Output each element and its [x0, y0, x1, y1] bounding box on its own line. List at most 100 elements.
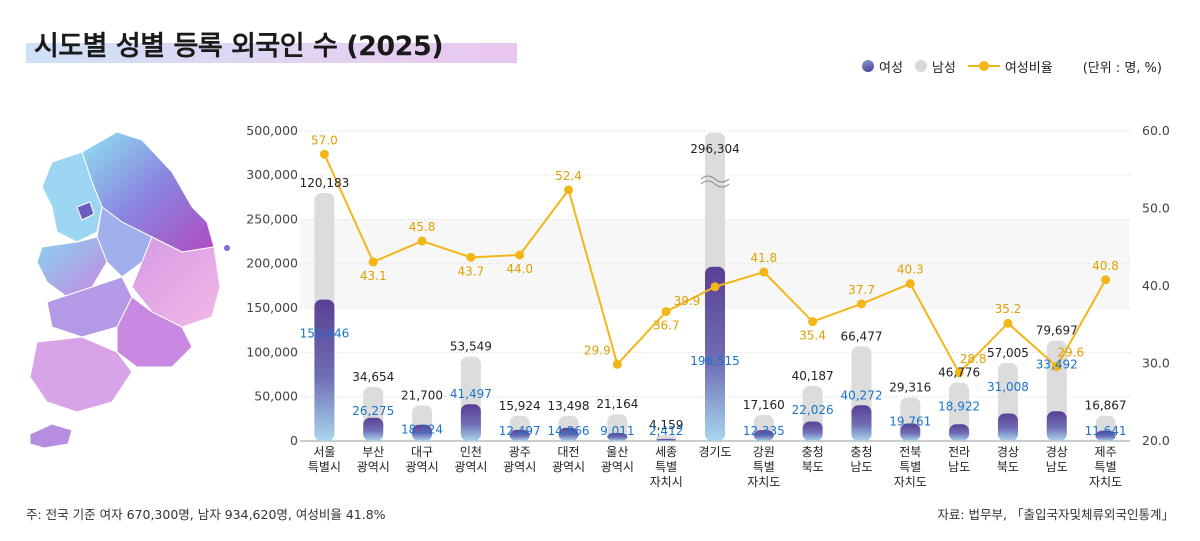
category-label: 자치도	[747, 475, 780, 489]
category-label: 북도	[997, 460, 1019, 474]
female-bar	[753, 430, 774, 441]
category-label: 자치도	[894, 475, 927, 489]
female-bar	[363, 417, 384, 441]
ratio-point	[319, 149, 329, 159]
male-value-label: 4,159	[649, 418, 683, 432]
ratio-point	[368, 257, 378, 267]
ratio-line: 57.0 43.1 45.8 43.7 44.0 52.4 29.9 36.7 39.9 41.8…	[311, 133, 1119, 378]
category-label: 충청	[802, 445, 824, 459]
category-label: 특별시	[308, 460, 341, 474]
female-bar	[607, 433, 628, 441]
ratio-value-label: 39.9	[674, 294, 701, 308]
female-bar	[900, 423, 921, 441]
ratio-value-label: 57.0	[311, 133, 338, 147]
female-value-label: 11,641	[1085, 424, 1127, 438]
ratio-value-label: 45.8	[409, 220, 436, 234]
ratio-point	[1052, 362, 1062, 372]
y-axis-right: 20.0 30.0 40.0 50.0 60.0	[1142, 123, 1170, 448]
x-axis-categories: 서울특별시부산광역시대구광역시인천광역시광주광역시대전광역시울산광역시세종특별자…	[308, 444, 1122, 489]
legend-male: 남성	[914, 57, 956, 76]
category-label: 전북	[899, 445, 921, 459]
female-bar	[1046, 411, 1067, 441]
y-left-tick-label: 200,000	[246, 256, 298, 271]
female-value-label: 26,275	[352, 404, 394, 418]
female-value-label: 40,272	[840, 388, 882, 402]
map-gyeonggi	[41, 151, 103, 243]
legend-female-swatch	[862, 60, 874, 72]
female-bar	[802, 421, 823, 441]
category-label: 자치도	[1089, 475, 1122, 489]
female-value-label: 12,335	[743, 424, 785, 438]
category-label: 남도	[948, 460, 970, 474]
category-label: 인천	[460, 444, 482, 459]
category-label: 광역시	[503, 460, 536, 474]
legend: 여성 남성 여성비율 (단위 : 명, %)	[862, 56, 1162, 76]
category-label: 자치시	[650, 475, 683, 489]
ratio-point	[417, 236, 427, 246]
map-ulleung	[224, 245, 230, 251]
category-label: 광역시	[405, 460, 438, 474]
category-label: 특별	[1095, 460, 1117, 474]
female-value-label: 18,922	[938, 400, 980, 414]
female-value-label: 18,324	[401, 423, 443, 437]
male-value-label: 120,183	[300, 176, 350, 190]
male-value-label: 53,549	[450, 340, 492, 354]
y-right-tick-label: 60.0	[1142, 123, 1170, 138]
male-value-label: 16,867	[1085, 399, 1127, 413]
y-left-tick-label: 100,000	[246, 344, 298, 359]
category-label: 대구	[411, 445, 433, 459]
category-label: 제주	[1095, 445, 1117, 459]
male-value-label: 21,700	[401, 389, 443, 403]
female-value-label: 196,515	[690, 354, 740, 368]
male-value-label: 21,164	[596, 397, 638, 411]
male-value-label: 34,654	[352, 370, 394, 384]
ratio-value-label: 35.4	[799, 329, 826, 343]
category-label: 경기도	[698, 445, 731, 459]
female-bar	[656, 438, 677, 441]
ratio-point	[612, 359, 622, 369]
female-bar	[509, 429, 530, 441]
title-highlight	[26, 43, 517, 63]
ratio-point	[466, 252, 476, 262]
y-left-tick-label: 50,000	[254, 389, 298, 404]
legend-ratio: 여성비율	[967, 57, 1053, 76]
male-value-label: 17,160	[743, 398, 785, 412]
category-label: 부산	[362, 445, 384, 459]
female-bar	[558, 427, 579, 441]
ratio-value-label: 43.7	[458, 264, 485, 278]
female-bar	[1095, 430, 1116, 441]
ratio-point	[1101, 275, 1111, 285]
ratio-point	[759, 267, 769, 277]
male-value-label: 46,776	[938, 366, 980, 380]
map-seoul	[76, 201, 95, 221]
page-title: 시도별 성별 등록 외국인 수 (2025)	[34, 31, 444, 62]
ratio-point	[564, 185, 574, 195]
y-left-tick-label: 300,000	[246, 167, 298, 182]
female-value-label: 31,008	[987, 380, 1029, 394]
ratio-point	[954, 368, 964, 378]
map-jeonnam	[29, 336, 133, 413]
legend-male-label: 남성	[931, 60, 956, 76]
female-bar	[412, 424, 433, 441]
ratio-value-label: 37.7	[848, 283, 875, 297]
category-label: 경상	[1046, 445, 1068, 459]
male-value-label: 296,304	[690, 142, 740, 156]
category-label: 세종	[655, 445, 677, 459]
ratio-point	[515, 250, 525, 260]
female-value-label: 19,761	[889, 414, 931, 428]
map-gyeongbuk	[131, 236, 221, 328]
female-value-label: 33,492	[1036, 358, 1078, 372]
ratio-value-label: 36.7	[653, 319, 680, 333]
category-label: 남도	[850, 460, 872, 474]
female-bar	[460, 404, 481, 441]
category-label: 특별	[753, 460, 775, 474]
category-label: 강원	[753, 445, 775, 459]
ratio-value-label: 29.6	[1057, 346, 1084, 360]
female-value-label: 12,497	[499, 424, 541, 438]
female-bar	[851, 405, 872, 441]
y-right-tick-label: 30.0	[1142, 356, 1170, 371]
category-label: 광역시	[601, 460, 634, 474]
y-axis-left: 0 50,000 100,000 150,000 200,000 250,000 300,0…	[246, 123, 298, 448]
y-left-tick-label: 250,000	[246, 211, 298, 226]
footnote: 주: 전국 기준 여자 670,300명, 남자 934,620명, 여성비율 …	[26, 507, 386, 522]
